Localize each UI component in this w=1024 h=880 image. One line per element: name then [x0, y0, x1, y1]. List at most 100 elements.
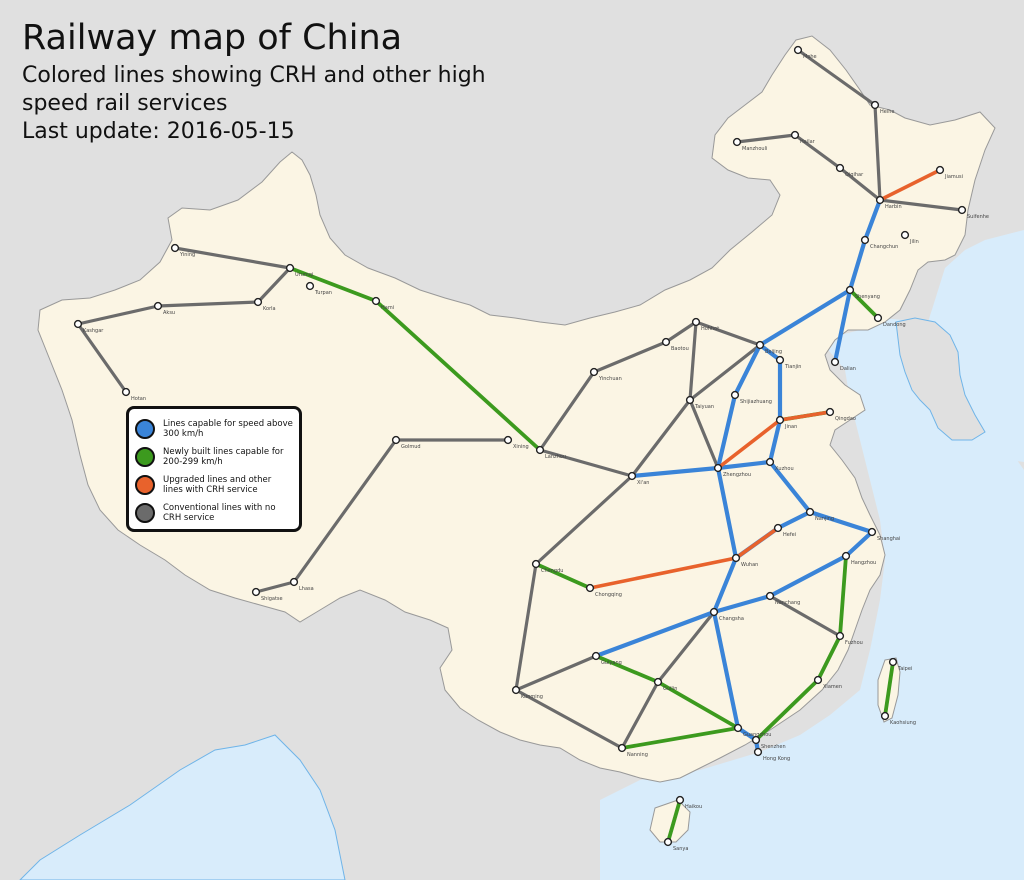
station-marker: [867, 527, 877, 537]
station-marker: [765, 457, 775, 467]
station-marker: [531, 559, 541, 569]
station-label: Shijiazhuang: [740, 399, 772, 405]
station-label: Kashgar: [83, 328, 104, 334]
station-marker: [775, 355, 785, 365]
station-label: Suifenhe: [967, 214, 989, 220]
legend: Lines capable for speed above 300 km/h N…: [126, 406, 302, 532]
station: Manzhouli: [732, 137, 767, 152]
station-marker: [627, 471, 637, 481]
station-label: Korla: [263, 306, 276, 312]
map-subtitle: Colored lines showing CRH and other high…: [22, 63, 486, 116]
station-label: Hong Kong: [763, 756, 790, 762]
station: Heihe: [870, 100, 894, 115]
station: Lhasa: [289, 577, 314, 592]
station: Hailar: [790, 130, 816, 145]
station-label: Xining: [513, 444, 529, 450]
station: Changchun: [860, 235, 898, 250]
station-marker: [860, 235, 870, 245]
station-marker: [900, 230, 910, 240]
station-label: Yining: [179, 252, 195, 258]
station-marker: [732, 137, 742, 147]
rail-line-hsr300: [757, 342, 875, 535]
station: Kunming: [511, 685, 543, 700]
rail-line-conventional: [514, 654, 598, 692]
station: Xi'an: [627, 471, 649, 486]
station: Guiyang: [591, 651, 622, 666]
station-marker: [675, 795, 685, 805]
station-marker: [873, 313, 883, 323]
rail-line-conventional: [538, 448, 634, 478]
station-marker: [793, 45, 803, 55]
legend-swatch-conventional: [135, 503, 155, 523]
station: Urumqi: [285, 263, 313, 278]
station: Chengdu: [531, 559, 563, 574]
station-label: Guilin: [663, 686, 677, 692]
legend-swatch-upgraded: [135, 475, 155, 495]
station: Guilin: [653, 677, 677, 692]
station-label: Taipei: [897, 666, 912, 672]
legend-item-upgraded: Upgraded lines and other lines with CRH …: [135, 471, 293, 499]
station-marker: [585, 583, 595, 593]
rail-line-hsr200: [666, 798, 682, 844]
station-label: Manzhouli: [742, 146, 767, 152]
rail-line-hsr300: [757, 287, 853, 348]
station-label: Sanya: [673, 846, 688, 852]
station-marker: [653, 677, 663, 687]
legend-label-conventional: Conventional lines with no CRH service: [163, 503, 276, 523]
station: Golmud: [391, 435, 421, 450]
station: Taiyuan: [685, 395, 714, 410]
station-label: Shenzhen: [761, 744, 786, 750]
rail-line-hsr200: [883, 660, 895, 718]
station-marker: [753, 747, 763, 757]
station-marker: [888, 657, 898, 667]
station: Shijiazhuang: [730, 390, 772, 405]
station-marker: [845, 285, 855, 295]
station-label: Harbin: [885, 204, 902, 210]
rail-line-hsr200: [848, 288, 880, 320]
station-marker: [251, 587, 261, 597]
rail-line-conventional: [76, 322, 128, 394]
station: Sanya: [663, 837, 688, 852]
station-label: Aksu: [163, 310, 175, 316]
station: Harbin: [875, 195, 902, 210]
station: Shigatse: [251, 587, 283, 602]
station: Shenzhen: [751, 735, 786, 750]
station-label: Hailar: [800, 139, 816, 145]
station-label: Guiyang: [601, 660, 622, 666]
station: Hami: [371, 296, 394, 311]
station-marker: [875, 195, 885, 205]
sea-yellow: [600, 318, 1024, 880]
station-marker: [880, 711, 890, 721]
legend-label-upgraded: Upgraded lines and other lines with CRH …: [163, 475, 272, 495]
station-label: Chengdu: [541, 568, 563, 574]
title-block: Railway map of China Colored lines showi…: [22, 18, 492, 146]
legend-swatch-hsr300: [135, 419, 155, 439]
station: Hong Kong: [753, 747, 790, 762]
station-marker: [617, 743, 627, 753]
legend-label-hsr300: Lines capable for speed above 300 km/h: [163, 419, 293, 439]
station-marker: [589, 367, 599, 377]
station: Kashgar: [73, 319, 104, 334]
sea-areas: [19, 230, 1024, 880]
station-label: Taiyuan: [694, 404, 714, 410]
station-marker: [121, 387, 131, 397]
station-label: Hotan: [131, 396, 146, 402]
station: Guangzhou: [733, 723, 771, 738]
station-marker: [289, 577, 299, 587]
station-label: Nanchang: [775, 600, 800, 606]
station: Suifenhe: [957, 205, 989, 220]
station-label: Dandong: [883, 322, 906, 328]
station-label: Chongqing: [595, 592, 622, 598]
station-marker: [730, 390, 740, 400]
station-marker: [733, 723, 743, 733]
station-marker: [685, 395, 695, 405]
station-label: Mohe: [803, 54, 817, 60]
station: Korla: [253, 297, 276, 312]
station: Hotan: [121, 387, 146, 402]
station-marker: [253, 297, 263, 307]
station: Lanzhou: [535, 445, 566, 460]
station: Xuzhou: [765, 457, 794, 472]
station-marker: [285, 263, 295, 273]
station-marker: [935, 165, 945, 175]
station-label: Wuhan: [741, 562, 758, 568]
